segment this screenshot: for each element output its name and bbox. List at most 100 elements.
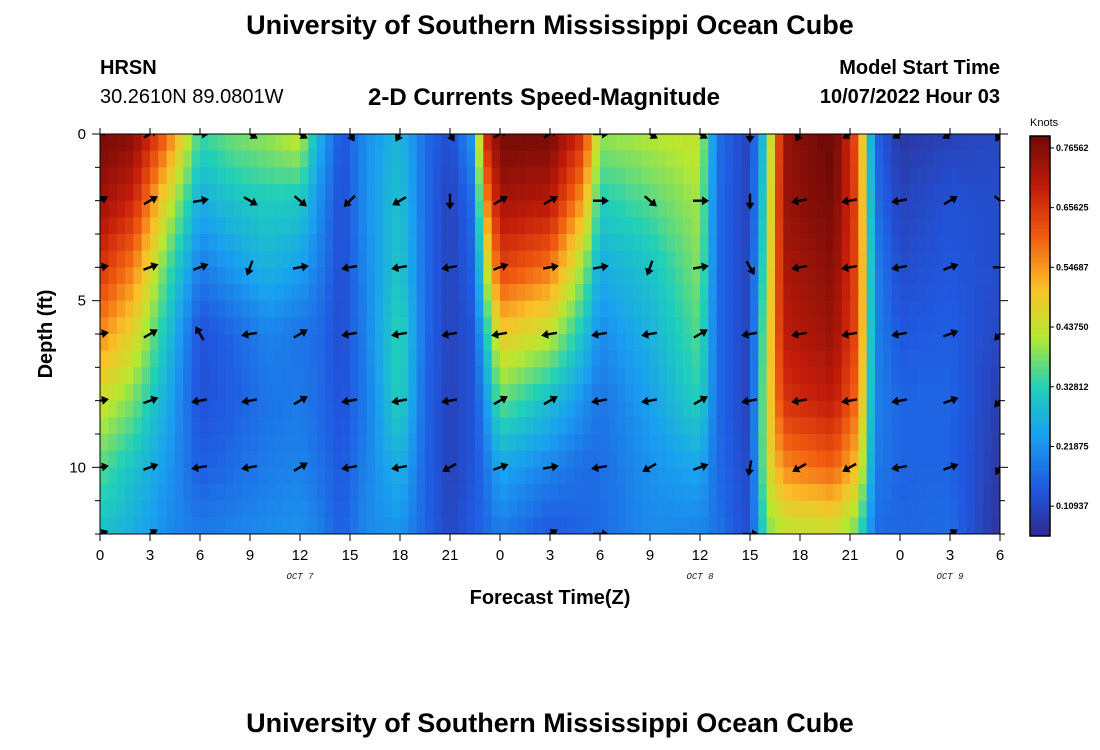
- heat-cell: [375, 150, 384, 168]
- heat-cell: [883, 267, 893, 285]
- heat-cell: [641, 517, 651, 534]
- heat-cell: [775, 150, 784, 168]
- heat-cell: [566, 250, 576, 268]
- heat-cell: [691, 384, 701, 402]
- heat-cell: [925, 484, 934, 502]
- heat-cell: [558, 250, 568, 268]
- arrow-shaft: [543, 134, 555, 139]
- heat-cell: [541, 217, 551, 235]
- heat-cell: [258, 434, 268, 452]
- heat-cell: [641, 400, 651, 418]
- heatmap-cells: [100, 134, 1000, 534]
- heat-cell: [708, 400, 718, 418]
- heat-cell: [408, 134, 418, 152]
- heat-cell: [566, 284, 576, 302]
- heat-cell: [450, 234, 459, 252]
- heat-cell: [783, 517, 793, 534]
- heat-cell: [350, 384, 359, 402]
- heat-cell: [900, 267, 909, 285]
- current-arrow: [643, 134, 658, 139]
- heat-cell: [275, 167, 284, 185]
- heat-cell: [341, 200, 351, 218]
- heat-cell: [975, 200, 984, 218]
- heat-cell: [225, 417, 234, 435]
- heat-cell: [891, 350, 901, 368]
- heat-cell: [691, 517, 701, 534]
- current-arrow: [841, 263, 858, 273]
- heat-cell: [783, 300, 793, 318]
- heat-cell: [316, 500, 326, 518]
- heat-cell: [100, 200, 109, 218]
- heat-cell: [158, 417, 168, 435]
- heat-cell: [358, 517, 368, 534]
- heat-cell: [941, 417, 951, 435]
- heat-cell: [675, 500, 684, 518]
- current-arrow: [143, 195, 158, 206]
- heat-cell: [608, 134, 618, 152]
- heat-cell: [766, 200, 776, 218]
- heat-cell: [208, 417, 218, 435]
- heat-cell: [350, 417, 359, 435]
- heat-cell: [241, 434, 251, 452]
- heat-cell: [966, 300, 976, 318]
- heat-cell: [250, 384, 259, 402]
- heat-cell: [866, 450, 876, 468]
- heat-cell: [858, 217, 868, 235]
- heat-cell: [941, 250, 951, 268]
- heat-cell: [225, 450, 234, 468]
- heat-cell: [708, 484, 718, 502]
- heat-cell: [133, 317, 143, 335]
- heat-cell: [250, 517, 259, 534]
- heat-cell: [491, 200, 501, 218]
- heat-cell: [341, 184, 351, 202]
- arrow-head: [241, 463, 249, 473]
- heat-cell: [466, 434, 476, 452]
- heat-cell: [533, 500, 543, 518]
- heat-cell: [125, 267, 134, 285]
- heat-cell: [341, 267, 351, 285]
- heat-cell: [625, 250, 634, 268]
- heat-cell: [300, 400, 309, 418]
- heat-cell: [800, 400, 809, 418]
- heat-cell: [233, 517, 243, 534]
- heat-cell: [450, 417, 459, 435]
- heat-cell: [750, 350, 759, 368]
- heat-cell: [391, 400, 401, 418]
- heat-cell: [283, 234, 293, 252]
- heat-cell: [266, 267, 276, 285]
- heat-cell: [625, 150, 634, 168]
- heat-cell: [358, 317, 368, 335]
- current-arrow: [641, 396, 658, 406]
- heat-cell: [475, 500, 484, 518]
- heat-cell: [850, 500, 859, 518]
- heat-cell: [450, 300, 459, 318]
- heat-cell: [975, 284, 984, 302]
- x-tick-label: 18: [392, 547, 409, 564]
- heat-cell: [208, 234, 218, 252]
- heat-cell: [433, 434, 443, 452]
- current-arrow: [943, 395, 959, 405]
- heat-cell: [483, 500, 493, 518]
- heat-cell: [216, 300, 226, 318]
- heat-cell: [208, 400, 218, 418]
- heat-cell: [175, 167, 184, 185]
- heat-cell: [275, 500, 284, 518]
- heat-cell: [908, 200, 918, 218]
- x-tick-label: 6: [196, 547, 204, 564]
- heat-cell: [783, 217, 793, 235]
- heat-cell: [291, 417, 301, 435]
- current-arrow: [493, 134, 508, 139]
- heat-cell: [625, 167, 634, 185]
- heat-cell: [958, 167, 968, 185]
- heat-cell: [841, 234, 851, 252]
- heat-cell: [933, 484, 943, 502]
- heat-cell: [891, 134, 901, 152]
- heat-cell: [533, 250, 543, 268]
- heat-cell: [175, 317, 184, 335]
- heat-cell: [891, 300, 901, 318]
- heat-cell: [616, 517, 626, 534]
- heat-cell: [875, 350, 884, 368]
- heat-cell: [933, 150, 943, 168]
- heat-cell: [650, 150, 659, 168]
- heat-cell: [516, 434, 526, 452]
